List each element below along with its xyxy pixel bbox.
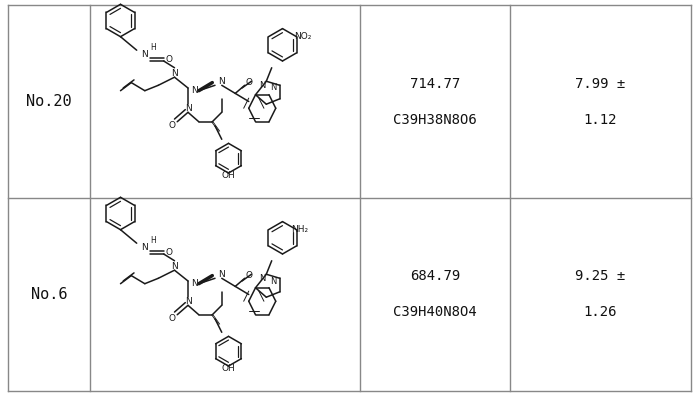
Text: N: N bbox=[185, 104, 192, 113]
Text: N: N bbox=[192, 86, 198, 95]
Text: 7.99 ±: 7.99 ± bbox=[575, 76, 626, 91]
Text: N: N bbox=[270, 276, 276, 286]
Text: O: O bbox=[166, 55, 173, 64]
Text: O: O bbox=[245, 78, 252, 87]
Text: N: N bbox=[185, 297, 192, 306]
Text: N: N bbox=[141, 243, 148, 252]
Text: 714.77: 714.77 bbox=[410, 76, 460, 91]
Text: 1.12: 1.12 bbox=[584, 112, 617, 126]
Text: N: N bbox=[218, 270, 225, 279]
Text: 1.26: 1.26 bbox=[584, 305, 617, 320]
Text: N: N bbox=[259, 274, 266, 283]
Text: OH: OH bbox=[222, 171, 236, 180]
Text: O: O bbox=[166, 248, 173, 257]
Text: OH: OH bbox=[222, 364, 236, 373]
Text: N: N bbox=[259, 81, 266, 90]
Text: No.6: No.6 bbox=[31, 287, 67, 302]
Text: C39H38N8O6: C39H38N8O6 bbox=[393, 112, 477, 126]
Text: O: O bbox=[245, 271, 252, 280]
Text: N: N bbox=[171, 262, 178, 270]
Text: N: N bbox=[141, 50, 148, 59]
Text: 684.79: 684.79 bbox=[410, 270, 460, 284]
Text: No.20: No.20 bbox=[26, 94, 72, 109]
Text: N: N bbox=[270, 84, 276, 93]
Text: H: H bbox=[150, 43, 156, 52]
Text: O: O bbox=[168, 314, 175, 323]
Text: H: H bbox=[150, 236, 156, 245]
Text: O: O bbox=[168, 121, 175, 130]
Text: N: N bbox=[171, 69, 178, 78]
Text: NH₂: NH₂ bbox=[291, 225, 309, 234]
Text: NO₂: NO₂ bbox=[294, 32, 312, 41]
Text: N: N bbox=[218, 77, 225, 86]
Text: C39H40N8O4: C39H40N8O4 bbox=[393, 305, 477, 320]
Text: N: N bbox=[192, 279, 198, 288]
Text: 9.25 ±: 9.25 ± bbox=[575, 270, 626, 284]
